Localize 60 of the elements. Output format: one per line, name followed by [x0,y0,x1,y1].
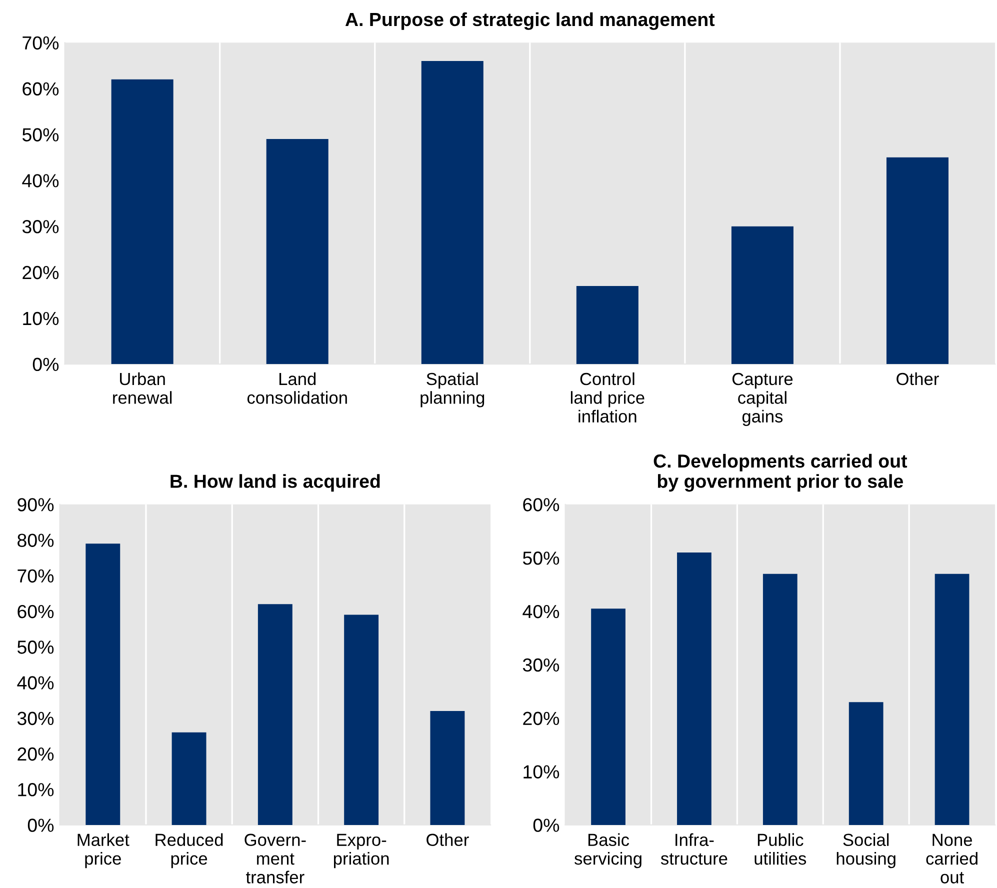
y-tick-label: 40% [17,676,54,690]
bar [258,604,292,825]
bar [430,710,465,825]
y-tick-label: 20% [18,747,54,761]
x-tick-label: Basic servicing [574,833,642,868]
y-tick-label: 50% [17,640,54,654]
bar [576,286,638,364]
x-tick-label: Urban renewal [113,372,172,404]
y-tick-label: 60% [22,82,59,96]
y-tick-label: 20% [22,266,59,280]
bar [677,552,712,825]
chart-title: B. How land is acquired [170,474,380,492]
x-tick-label: Expro- priation [334,834,389,868]
bar [731,226,794,364]
y-tick-label: 40% [22,174,59,188]
y-tick-label: 10% [23,312,59,326]
bar [848,702,884,825]
y-tick-label: 30% [17,712,54,726]
x-tick-label: Other [426,833,469,846]
y-tick-label: 30% [522,658,560,672]
chart-title: A. Purpose of strategic land management [345,12,715,30]
bar [111,79,174,364]
x-tick-label: None carried out [926,834,978,884]
x-tick-label: Social housing [836,833,896,868]
y-tick-label: 80% [18,534,54,547]
y-tick-label: 30% [22,220,59,234]
x-tick-label: Reduced price [156,833,223,868]
y-tick-label: 20% [523,712,560,726]
bar [172,732,206,825]
x-tick-label: Market price [78,833,130,868]
bar [762,574,798,825]
bar [86,544,120,825]
y-tick-label: 60% [523,498,560,512]
bar [886,157,948,364]
bar [591,608,626,825]
y-tick-label: 60% [18,604,54,618]
y-tick-label: 10% [524,765,560,779]
bar [344,614,379,825]
y-tick-label: 50% [22,128,59,142]
y-tick-label: 10% [18,783,54,796]
y-tick-label: 70% [18,569,54,583]
x-tick-label: Other [896,372,939,386]
x-tick-label: Capture capital gains [732,372,793,426]
bar [266,139,328,364]
y-tick-label: 0% [533,818,560,832]
y-tick-label: 0% [32,358,59,372]
x-tick-label: Land consolidation [247,372,347,404]
y-tick-label: 70% [22,36,59,50]
y-tick-label: 40% [522,604,560,618]
chart-title: C. Developments carried out by government prior to sale [654,454,908,492]
bar [934,574,970,825]
y-tick-label: 90% [18,498,54,512]
y-tick-label: 0% [28,818,54,832]
x-tick-label: Public utilities [754,833,806,865]
y-tick-label: 50% [522,552,560,565]
x-tick-label: Spatial planning [420,372,484,408]
x-tick-label: Govern- ment transfer [244,834,306,884]
x-tick-label: Infra- structure [660,833,728,865]
bar [421,60,484,364]
x-tick-label: Control land price inflation [570,372,644,423]
